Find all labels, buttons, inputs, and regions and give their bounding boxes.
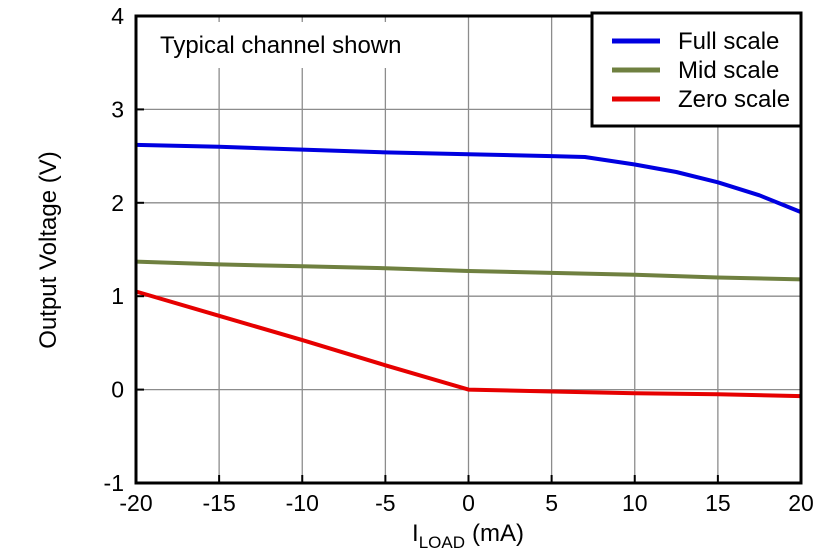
series-line-zero-scale	[135, 289, 802, 399]
legend-label-mid-scale: Mid scale	[678, 57, 779, 84]
x-tick-label: -5	[375, 490, 395, 516]
x-tick-label: 0	[462, 490, 475, 516]
x-tick-label: 15	[705, 490, 731, 516]
legend-label-full-scale: Full scale	[678, 28, 779, 55]
x-tick-label: -20	[119, 490, 152, 516]
y-tick-label: 4	[111, 3, 124, 29]
y-tick-label: 0	[111, 377, 124, 403]
x-axis-label-subscript: LOAD	[419, 533, 465, 552]
legend: Full scale Mid scale Zero scale	[590, 11, 803, 128]
legend-item-full-scale: Full scale	[612, 28, 779, 55]
y-tick-label: 2	[111, 190, 124, 216]
series-line-full-scale	[135, 142, 802, 214]
x-tick-label: -10	[286, 490, 319, 516]
tick-marks	[135, 15, 802, 484]
y-tick-label: 1	[111, 283, 124, 309]
legend-item-zero-scale: Zero scale	[612, 86, 790, 113]
series-line-mid-scale	[135, 259, 802, 282]
x-tick-label: -15	[203, 490, 236, 516]
x-tick-label: 20	[788, 490, 814, 516]
x-tick-label: 10	[622, 490, 648, 516]
x-tick-label: 5	[545, 490, 558, 516]
x-axis-label-unit: (mA)	[472, 520, 524, 547]
x-axis-label: ILOAD (mA)	[412, 520, 524, 552]
y-tick-label: 3	[111, 96, 124, 122]
legend-label-zero-scale: Zero scale	[678, 86, 790, 113]
series-lines	[135, 142, 802, 399]
x-axis-label-symbol: I	[412, 520, 419, 547]
annotation-text: Typical channel shown	[160, 32, 401, 59]
legend-item-mid-scale: Mid scale	[612, 57, 779, 84]
y-tick-label: -1	[104, 470, 124, 496]
annotation-background	[150, 22, 398, 68]
y-axis-label: Output Voltage (V)	[35, 151, 62, 348]
